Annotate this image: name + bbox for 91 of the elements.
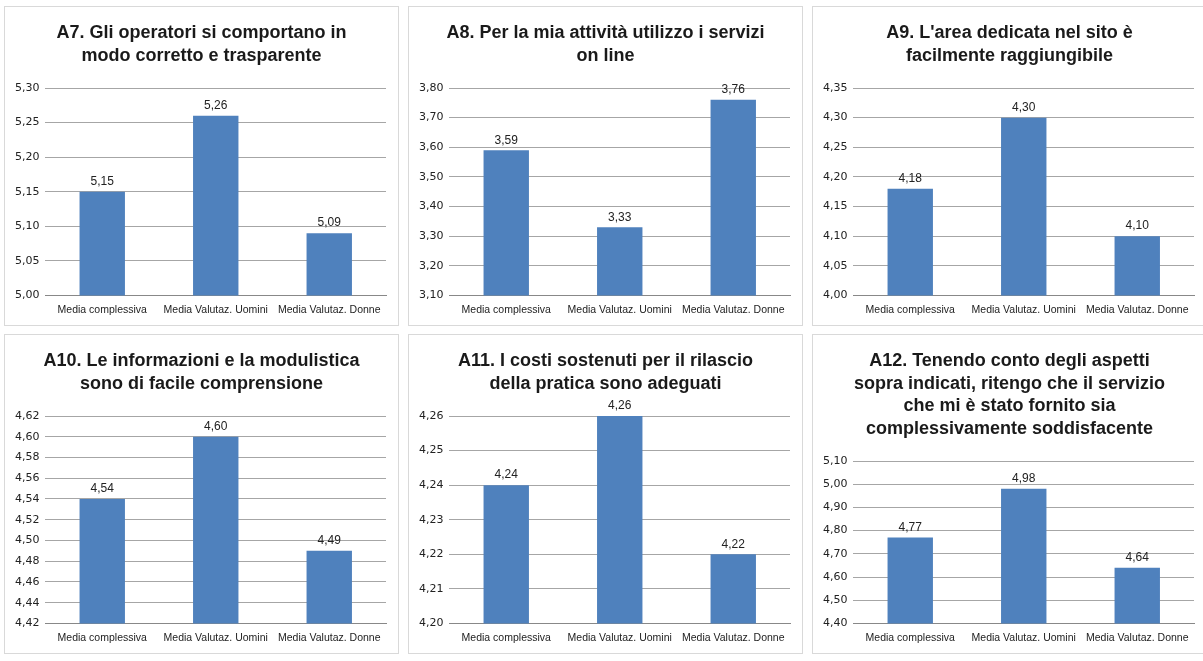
data-label: 4,49 (317, 533, 342, 548)
y-tick-label: 4,56 (14, 471, 40, 485)
x-tick-label: Media Valutaz. Donne (1085, 630, 1189, 643)
y-tick-label: 4,58 (14, 450, 40, 464)
x-tick-label: Media Valutaz. Donne (681, 302, 785, 315)
x-tick-label: Media Valutaz. Uomini (971, 630, 1076, 643)
y-tick-label: 4,22 (418, 547, 444, 561)
y-tick-label: 4,70 (822, 546, 848, 560)
y-tick-label: 5,00 (822, 477, 848, 491)
x-tick-label: Media Valutaz. Uomini (163, 630, 268, 643)
y-tick-label: 4,44 (14, 595, 40, 609)
y-tick-label: 4,25 (822, 140, 848, 154)
y-tick-label: 4,52 (14, 512, 40, 526)
data-label: 4,54 (90, 481, 115, 496)
y-tick-label: 4,42 (14, 616, 40, 630)
y-tick-label: 4,60 (822, 569, 848, 583)
y-tick-label: 4,48 (14, 554, 40, 568)
x-tick-label: Media Valutaz. Donne (1085, 302, 1189, 315)
y-tick-label: 4,62 (14, 408, 40, 422)
data-label: 4,10 (1125, 218, 1150, 233)
x-tick-label: Media Valutaz. Uomini (567, 302, 672, 315)
y-tick-label: 3,10 (418, 288, 444, 302)
data-label: 4,22 (721, 536, 746, 551)
y-tick-label: 4,24 (418, 477, 444, 491)
y-tick-label: 4,15 (822, 199, 848, 213)
data-label: 4,26 (608, 398, 632, 413)
data-label: 3,59 (494, 132, 519, 147)
chart-title: A7. Gli operatori si comportano in modo corretto e trasparente (55, 21, 348, 67)
y-tick-label: 5,20 (14, 149, 40, 163)
data-label: 3,76 (721, 82, 746, 97)
y-tick-label: 5,10 (14, 219, 40, 233)
y-tick-label: 4,21 (418, 581, 444, 595)
y-tick-label: 4,25 (418, 443, 444, 457)
y-tick-label: 5,15 (14, 184, 40, 198)
data-label: 4,64 (1125, 550, 1150, 565)
y-tick-label: 4,20 (822, 169, 848, 183)
data-label: 4,18 (898, 171, 923, 186)
data-label: 3,33 (608, 209, 632, 224)
data-label: 4,98 (1012, 471, 1036, 486)
data-label: 4,24 (494, 467, 519, 482)
y-tick-label: 4,40 (822, 616, 848, 630)
y-tick-label: 3,50 (418, 169, 444, 183)
x-tick-label: Media Valutaz. Uomini (567, 630, 672, 643)
y-tick-label: 4,35 (822, 80, 848, 94)
data-label: 5,09 (317, 215, 342, 230)
y-tick-label: 3,20 (418, 258, 444, 272)
y-tick-label: 4,60 (14, 429, 40, 443)
y-tick-label: 4,54 (14, 491, 40, 505)
y-tick-label: 3,30 (418, 229, 444, 242)
x-tick-label: Media Valutaz. Uomini (971, 302, 1076, 315)
y-tick-label: 3,80 (418, 80, 444, 94)
y-tick-label: 3,40 (418, 199, 444, 213)
chart-title: A8. Per la mia attività utilizzo i servizi on line (445, 21, 766, 67)
chart-title: A12. Tenendo conto degli aspetti sopra indicati, ritengo che il servizio che mi è stato fornito sia complessivamente soddisfacente (852, 349, 1167, 440)
data-label: 4,30 (1012, 99, 1036, 114)
y-tick-label: 4,80 (822, 523, 848, 537)
y-tick-label: 4,90 (822, 500, 848, 514)
y-tick-label: 4,26 (418, 408, 444, 422)
y-tick-label: 5,05 (14, 253, 40, 267)
y-tick-label: 4,23 (418, 512, 444, 526)
y-tick-label: 4,46 (14, 574, 40, 588)
x-tick-label: Media Valutaz. Donne (277, 630, 381, 643)
x-tick-label: Media Valutaz. Donne (277, 302, 381, 315)
x-tick-label: Media complessiva (57, 302, 148, 315)
y-tick-label: 4,50 (822, 593, 848, 607)
chart-title: A11. I costi sostenuti per il rilascio della pratica sono adeguati (456, 349, 755, 395)
x-tick-label: Media complessiva (461, 630, 552, 643)
y-tick-label: 5,00 (14, 288, 40, 302)
data-label: 4,77 (898, 519, 923, 534)
y-tick-label: 4,20 (418, 616, 444, 630)
x-tick-label: Media complessiva (865, 302, 956, 315)
data-label: 5,15 (90, 174, 115, 189)
y-tick-label: 4,10 (822, 229, 848, 242)
y-tick-label: 4,30 (822, 110, 848, 124)
y-tick-label: 3,70 (418, 110, 444, 124)
y-tick-label: 4,05 (822, 258, 848, 272)
x-tick-label: Media complessiva (57, 630, 148, 643)
y-tick-label: 5,10 (822, 453, 848, 467)
data-label: 5,26 (204, 97, 228, 112)
x-tick-label: Media complessiva (461, 302, 552, 315)
chart-title: A10. Le informazioni e la modulistica sono di facile comprensione (42, 349, 361, 395)
x-tick-label: Media complessiva (865, 630, 956, 643)
y-tick-label: 5,25 (14, 115, 40, 129)
data-label: 4,60 (204, 419, 228, 434)
y-tick-label: 3,60 (418, 140, 444, 154)
y-tick-label: 4,50 (14, 533, 40, 547)
x-tick-label: Media Valutaz. Donne (681, 630, 785, 643)
y-tick-label: 5,30 (14, 80, 40, 94)
y-tick-label: 4,00 (822, 288, 848, 302)
chart-title: A9. L'area dedicata nel sito è facilmente raggiungibile (885, 21, 1134, 67)
x-tick-label: Media Valutaz. Uomini (163, 302, 268, 315)
